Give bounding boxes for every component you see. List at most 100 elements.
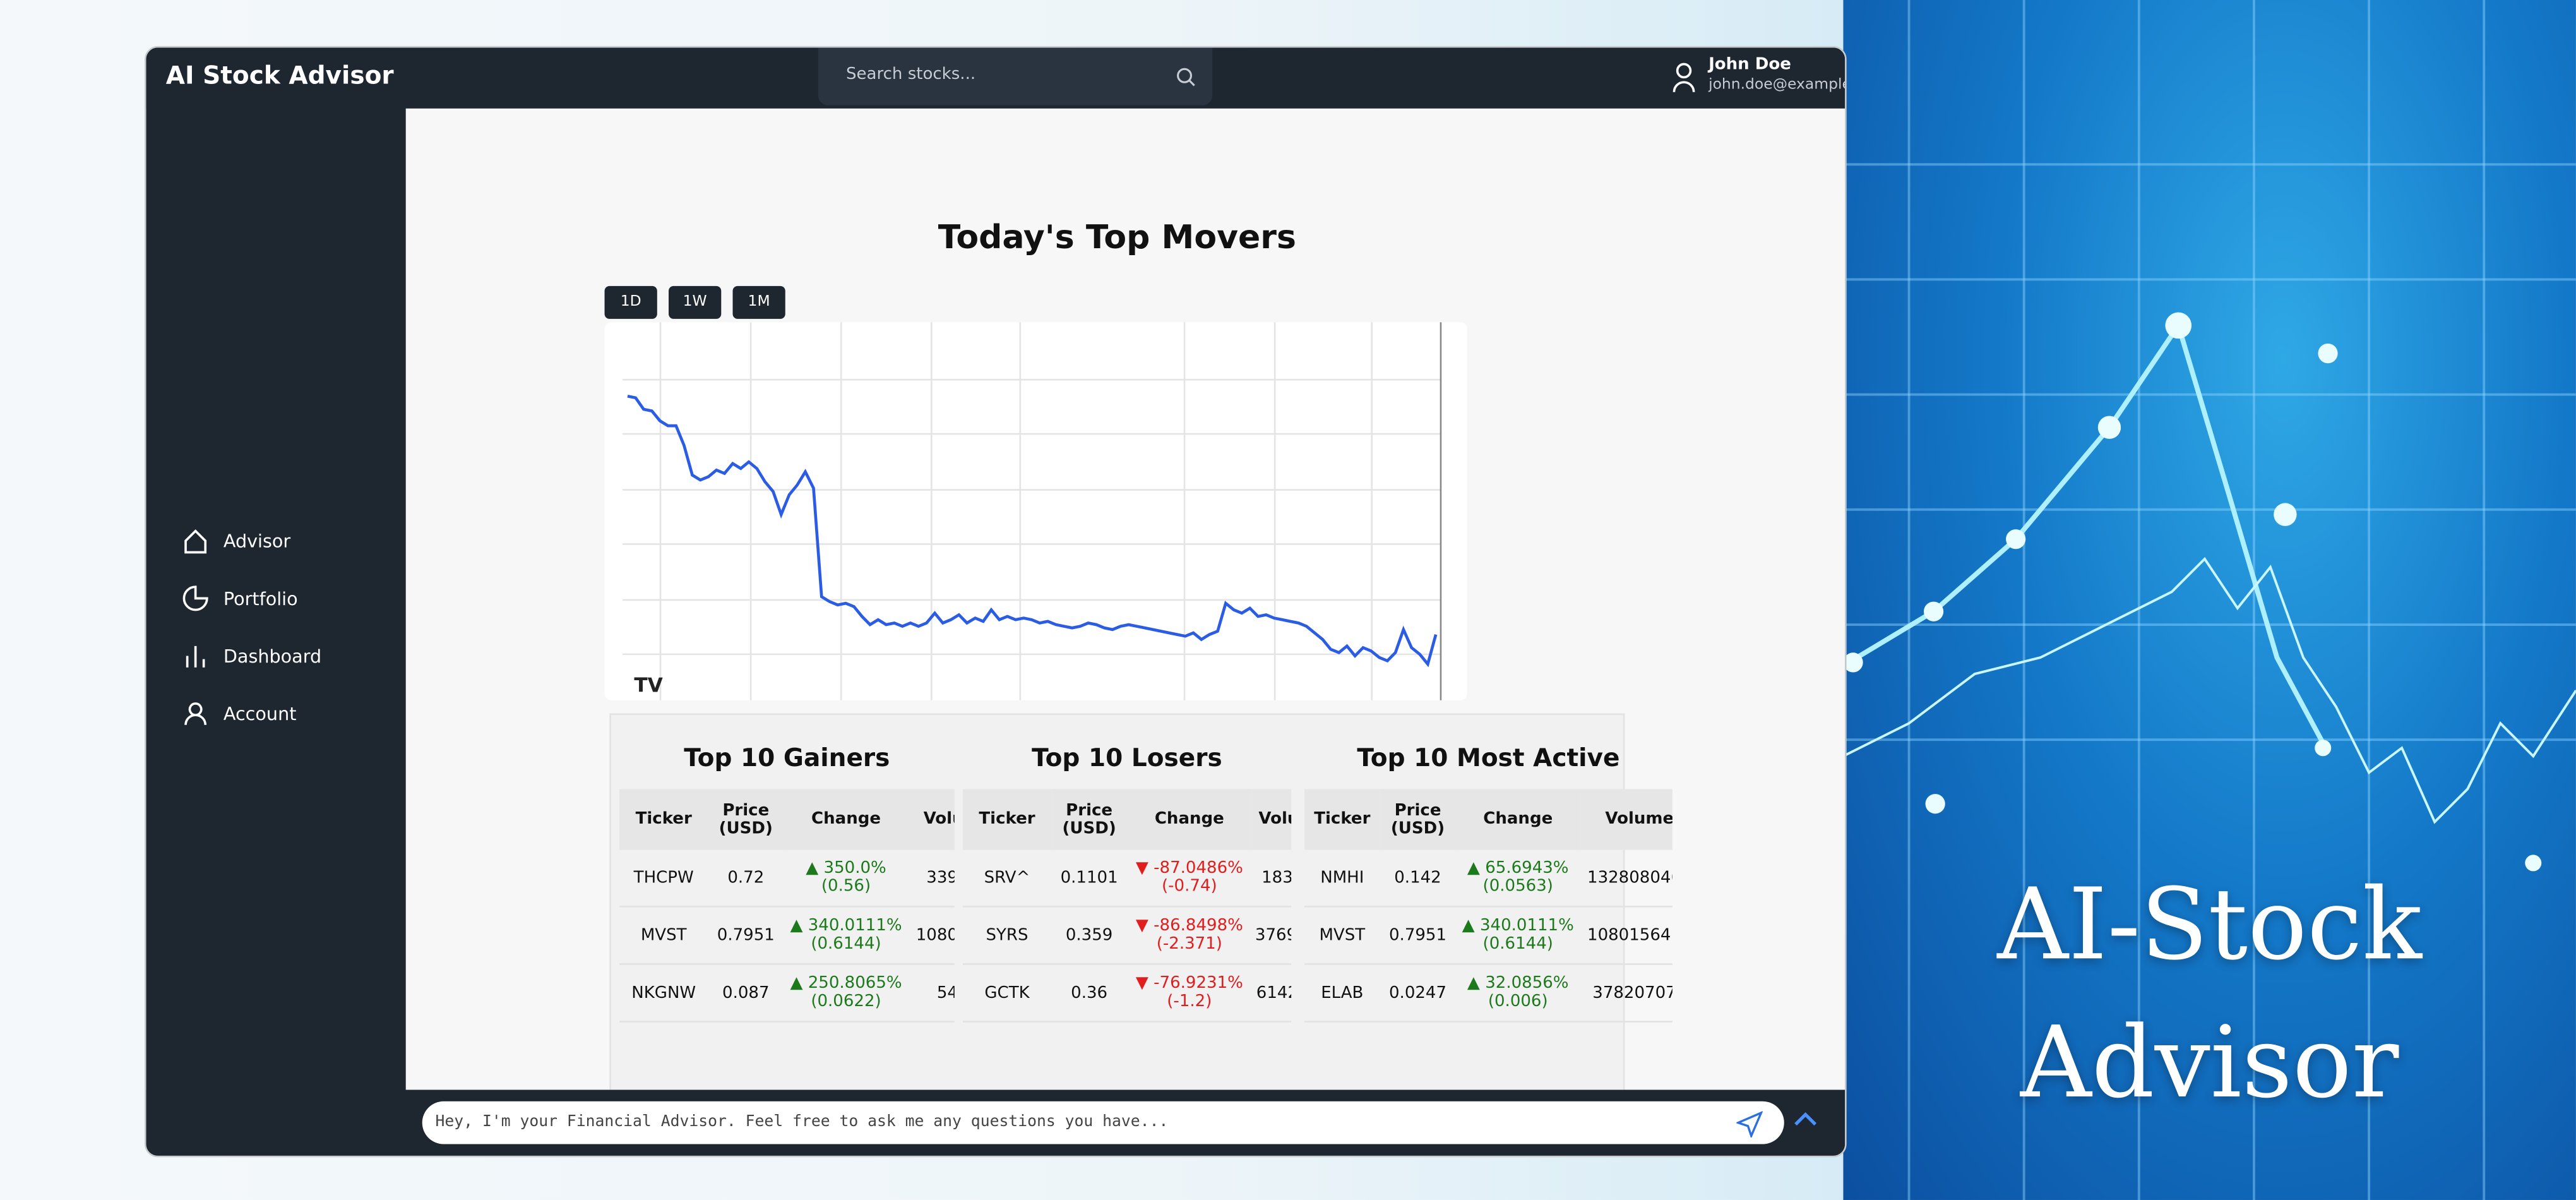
column-header: Change [784, 789, 909, 850]
search-icon [1177, 68, 1195, 87]
price: 0.7951 [1380, 906, 1456, 965]
chart-card: TV [604, 322, 1467, 700]
table: Ticker Price (USD) Change Volume NMHI 0.142 ▲ … [1304, 789, 1673, 1023]
price: 0.7951 [708, 906, 784, 965]
icon-shape [184, 529, 207, 554]
volume: 339556 [908, 849, 955, 908]
range-button[interactable]: 1W [669, 285, 722, 319]
nav-item[interactable]: Advisor [223, 531, 291, 553]
change-value: (0.6144) [1482, 935, 1553, 954]
promo-art [1843, 0, 2576, 1200]
ticker: ELAB [1304, 964, 1380, 1023]
volume: 378207073 [1580, 964, 1673, 1023]
range-button[interactable]: 1D [604, 285, 657, 319]
change-percent: 65.6943% [1485, 860, 1569, 878]
column-header: Ticker [1304, 789, 1380, 850]
table-title: Top 10 Losers [1032, 743, 1222, 773]
top-bar: AI Stock Advisor Search stocks... John D… [146, 47, 1845, 109]
promo-panel: AI-Stock Advisor [1843, 0, 2576, 1200]
nav-item[interactable]: Account [223, 703, 297, 725]
change-value: (0.0563) [1482, 877, 1553, 896]
column-header: Change [1126, 789, 1252, 850]
price: 0.142 [1380, 849, 1456, 908]
volume: 1080156418 [1580, 906, 1673, 965]
change: ▲ 340.0111% (0.6144) [1455, 906, 1581, 965]
column-header: Price (USD) [708, 789, 784, 850]
price: 0.36 [1051, 964, 1127, 1023]
table-title: Top 10 Most Active [1357, 743, 1620, 773]
search-box[interactable]: Search stocks... [818, 47, 1213, 105]
price: 0.1101 [1051, 849, 1127, 908]
change-value: (0.6144) [811, 935, 881, 954]
change-percent: 340.0111% [1479, 917, 1574, 935]
change-percent: -76.9231% [1154, 975, 1243, 993]
ticker: THCPW [619, 849, 708, 908]
change-value: (0.0622) [811, 993, 881, 1011]
change-arrow: ▼ [1135, 917, 1154, 935]
nav-icon [182, 585, 208, 611]
change-percent: 350.0% [823, 860, 886, 878]
change-arrow: ▲ [790, 975, 808, 993]
change-value: (0.006) [1488, 993, 1548, 1011]
user-email: john.doe@example.c [1708, 77, 1845, 94]
ticker: MVST [619, 906, 708, 965]
user-icon [1673, 63, 1695, 92]
change-percent: 340.0111% [808, 917, 902, 935]
send-icon[interactable] [1736, 1111, 1763, 1138]
icon-shape [184, 702, 207, 725]
volume: 6142605 [1251, 964, 1292, 1023]
ticker: GCTK [962, 964, 1052, 1023]
search-placeholder: Search stocks... [846, 66, 976, 84]
change-percent: -86.8498% [1154, 917, 1243, 935]
change-arrow: ▲ [1467, 860, 1486, 878]
nav-icon [184, 529, 207, 554]
chat-placeholder: Hey, I'm your Financial Advisor. Feel fr… [435, 1113, 1169, 1131]
nav-item[interactable]: Portfolio [223, 588, 298, 610]
change: ▲ 350.0% (0.56) [784, 849, 909, 908]
main-content: Today's Top Movers TV Top 10 Gainers Tick… [405, 108, 1846, 1090]
range-button[interactable]: 1M [732, 285, 785, 319]
change-arrow: ▲ [1467, 975, 1486, 993]
change-arrow: ▼ [1135, 975, 1154, 993]
volume: 5402 [908, 964, 955, 1023]
nav-item[interactable]: Dashboard [223, 645, 322, 668]
change-percent: 250.8065% [808, 975, 902, 993]
table-title: Top 10 Gainers [684, 743, 890, 773]
chat-bar: Hey, I'm your Financial Advisor. Feel fr… [146, 1089, 1846, 1156]
data-table: Top 10 Most Active Ticker Price (USD) Chang… [1304, 714, 1673, 1090]
change: ▲ 250.8065% (0.0622) [784, 964, 909, 1023]
volume: 1328080461 [1580, 849, 1673, 908]
data-table: Top 10 Gainers Ticker Price (USD) Change Vol… [619, 714, 955, 1090]
column-header: Price (USD) [1380, 789, 1456, 850]
ticker: NKGNW [619, 964, 708, 1023]
page-title: Today's Top Movers [938, 217, 1296, 257]
change-percent: 32.0856% [1485, 975, 1569, 993]
price: 0.359 [1051, 906, 1127, 965]
promo-line: AI-Stock [1997, 868, 2423, 983]
change-value: (-2.371) [1156, 935, 1222, 954]
change: ▲ 340.0111% (0.6144) [784, 906, 909, 965]
icon-shape [186, 645, 205, 668]
change-arrow: ▲ [1462, 917, 1480, 935]
chat-input[interactable]: Hey, I'm your Financial Advisor. Feel fr… [422, 1101, 1784, 1144]
icon-shape [182, 585, 208, 611]
promo-line: Advisor [2020, 1005, 2399, 1122]
expand-icon[interactable] [1792, 1110, 1819, 1129]
change-arrow: ▲ [806, 860, 824, 878]
change: ▲ 65.6943% (0.0563) [1455, 849, 1581, 908]
nav-icon [184, 702, 207, 725]
column-header: Ticker [962, 789, 1052, 850]
brand: AI Stock Advisor [165, 61, 394, 91]
chart: TV [623, 322, 1442, 700]
price: 0.087 [708, 964, 784, 1023]
